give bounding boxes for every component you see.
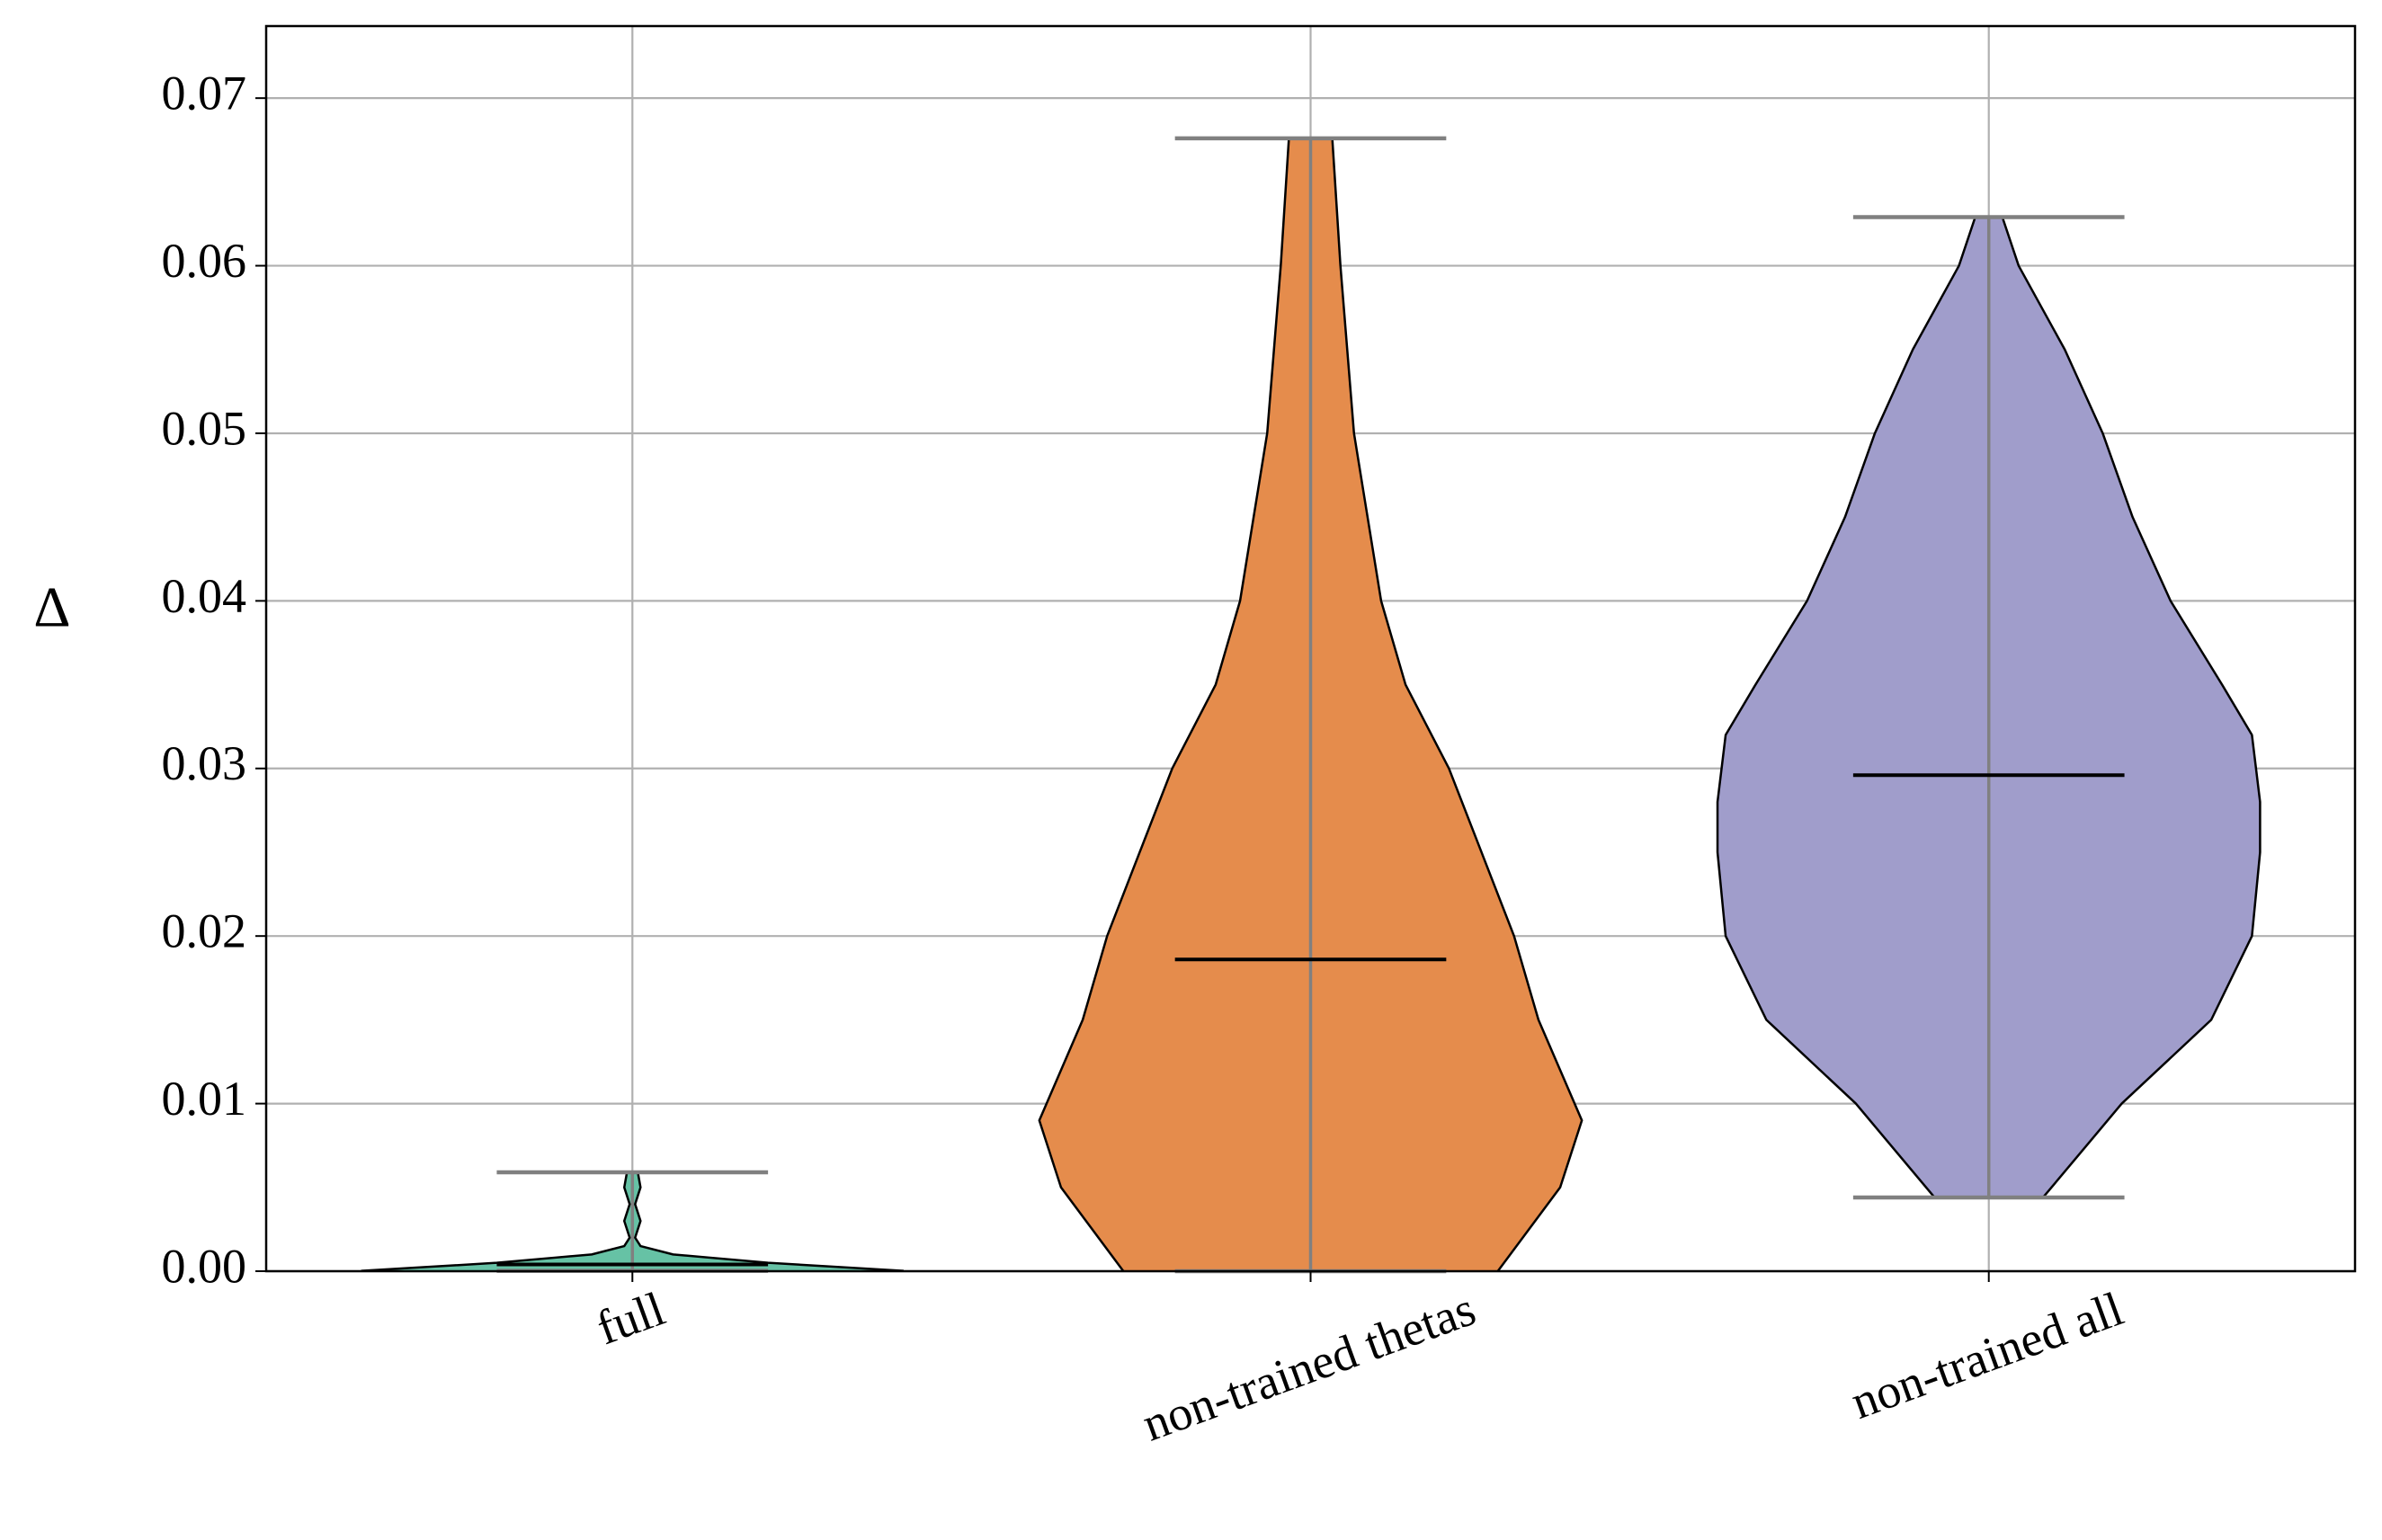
y-axis-label: Δ [33,575,70,639]
violin-outline [634,1171,905,1272]
violin-outline [361,1171,631,1272]
y-tick-label: 0.06 [162,234,247,288]
violin-body [632,1172,904,1271]
violin-body [361,1172,633,1271]
y-tick-label: 0.04 [162,569,247,623]
y-tick-label: 0.00 [162,1239,247,1293]
violin-body [1039,138,1311,1271]
y-tick-label: 0.07 [162,67,247,120]
x-tick-label: full [590,1281,672,1355]
violin-outline [1038,138,1290,1272]
y-tick-label: 0.05 [162,401,247,455]
violin-body [1717,217,1989,1197]
y-tick-label: 0.03 [162,736,247,790]
violin-outline [1331,138,1584,1272]
plot-frame [264,24,2357,1273]
y-tick-label: 0.01 [162,1072,247,1126]
violin-outline [2001,217,2262,1198]
violins [361,136,2262,1274]
violin-outline [1716,217,1976,1198]
y-tick-label: 0.02 [162,904,247,958]
violin-body [1310,138,1583,1271]
x-tick-label: non-trained all [1844,1281,2130,1429]
x-tick-label: non-trained thetas [1136,1281,1482,1451]
violin-body [1988,217,2261,1197]
